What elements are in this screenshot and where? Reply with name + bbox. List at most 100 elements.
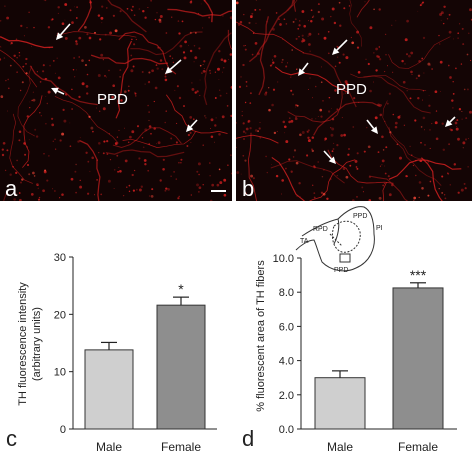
fiber-varicosity bbox=[0, 95, 4, 98]
fiber-varicosity bbox=[103, 140, 106, 143]
bar-chart-c: Male Female * 0 10 20 30 TH fluorescence inte… bbox=[6, 252, 217, 451]
fiber-varicosity bbox=[126, 186, 128, 188]
fiber-varicosity bbox=[196, 170, 199, 173]
fiber-varicosity bbox=[131, 38, 133, 41]
fiber-varicosity bbox=[100, 193, 103, 196]
fiber bbox=[287, 88, 343, 123]
fiber-varicosity bbox=[451, 99, 454, 102]
fiber-varicosity bbox=[308, 43, 311, 46]
fiber-varicosity bbox=[295, 106, 297, 108]
fiber-varicosity bbox=[284, 132, 286, 134]
fiber-varicosity bbox=[323, 36, 327, 40]
fiber-varicosity bbox=[51, 123, 55, 127]
fiber-varicosity bbox=[178, 96, 182, 100]
fiber-varicosity bbox=[223, 67, 225, 69]
fiber-varicosity bbox=[295, 104, 298, 107]
x-category-label: Male bbox=[327, 440, 353, 451]
y-tick-label: 0.0 bbox=[279, 424, 294, 436]
fiber-varicosity bbox=[331, 127, 335, 131]
fiber-varicosity bbox=[313, 196, 316, 199]
fiber-varicosity bbox=[9, 64, 12, 67]
fiber-varicosity bbox=[113, 188, 115, 189]
fiber-varicosity bbox=[23, 142, 26, 145]
fiber-varicosity bbox=[396, 143, 399, 146]
fiber-varicosity bbox=[40, 115, 42, 117]
fiber-varicosity bbox=[271, 103, 274, 107]
fiber-varicosity bbox=[375, 47, 378, 51]
fiber-varicosity bbox=[144, 163, 146, 165]
fiber-varicosity bbox=[289, 76, 292, 78]
fiber-varicosity bbox=[247, 121, 250, 123]
fiber-varicosity bbox=[34, 111, 36, 113]
fiber-varicosity bbox=[64, 36, 68, 40]
fiber-varicosity bbox=[249, 92, 252, 95]
fiber-varicosity bbox=[209, 175, 211, 177]
fiber-varicosity bbox=[250, 128, 252, 130]
fiber-varicosity bbox=[198, 13, 200, 15]
fiber-varicosity bbox=[39, 111, 41, 114]
fiber-varicosity bbox=[384, 172, 387, 175]
fiber-varicosity bbox=[223, 193, 227, 197]
fiber-varicosity bbox=[427, 194, 430, 197]
fiber-varicosity bbox=[387, 65, 388, 67]
fiber-varicosity bbox=[16, 71, 18, 73]
fiber-varicosity bbox=[338, 1, 341, 4]
x-category-label: Female bbox=[398, 440, 438, 451]
y-tick-label: 10 bbox=[54, 367, 66, 379]
fiber bbox=[388, 36, 451, 69]
fiber-varicosity bbox=[254, 129, 258, 132]
fiber-varicosity bbox=[419, 4, 422, 7]
fiber-varicosity bbox=[322, 100, 324, 102]
fiber-varicosity bbox=[418, 59, 421, 63]
fiber-varicosity bbox=[281, 58, 284, 61]
fiber-varicosity bbox=[309, 77, 311, 79]
fiber-varicosity bbox=[413, 199, 415, 201]
fiber-varicosity bbox=[227, 164, 229, 166]
arrow-marker bbox=[165, 59, 182, 74]
fiber-varicosity bbox=[311, 136, 315, 139]
fiber-varicosity bbox=[462, 147, 464, 149]
fiber-varicosity bbox=[343, 93, 344, 95]
fiber-varicosity bbox=[54, 148, 57, 150]
arrow-marker bbox=[56, 23, 71, 40]
fiber-varicosity bbox=[301, 10, 305, 13]
fiber-varicosity bbox=[448, 30, 452, 34]
fiber-varicosity bbox=[290, 170, 293, 173]
fiber bbox=[77, 0, 92, 32]
fiber-varicosity bbox=[415, 174, 417, 177]
y-tick-label: 4.0 bbox=[279, 356, 294, 368]
fiber-varicosity bbox=[148, 81, 150, 83]
fiber-varicosity bbox=[429, 147, 431, 149]
fiber-varicosity bbox=[310, 9, 313, 12]
fiber-varicosity bbox=[119, 169, 122, 173]
fiber-varicosity bbox=[194, 56, 198, 60]
fiber-varicosity bbox=[203, 68, 205, 70]
fiber-varicosity bbox=[421, 57, 424, 60]
fiber-varicosity bbox=[209, 199, 213, 201]
fiber-varicosity bbox=[157, 141, 161, 145]
fiber-varicosity bbox=[76, 69, 78, 71]
fiber bbox=[9, 113, 33, 184]
fiber-varicosity bbox=[296, 195, 298, 197]
fiber-varicosity bbox=[238, 85, 242, 88]
fiber-varicosity bbox=[223, 178, 227, 182]
fiber-varicosity bbox=[25, 72, 28, 75]
fiber-varicosity bbox=[441, 191, 444, 194]
fiber-varicosity bbox=[172, 61, 175, 64]
fiber-varicosity bbox=[356, 196, 358, 198]
fiber bbox=[420, 157, 443, 201]
fiber-varicosity bbox=[387, 175, 390, 178]
fiber-varicosity bbox=[264, 92, 268, 96]
fiber-varicosity bbox=[460, 63, 463, 65]
fiber-varicosity bbox=[327, 110, 331, 113]
chart-c-ylabel-line1: TH fluorescence intensity bbox=[17, 282, 29, 406]
fiber-varicosity bbox=[43, 153, 45, 155]
fiber-varicosity bbox=[148, 111, 150, 113]
fiber-varicosity bbox=[165, 187, 168, 190]
fiber-varicosity bbox=[20, 181, 22, 184]
fiber-varicosity bbox=[219, 181, 223, 185]
fiber-varicosity bbox=[114, 29, 118, 33]
fiber-varicosity bbox=[124, 159, 128, 163]
fiber-varicosity bbox=[230, 85, 232, 89]
fiber-varicosity bbox=[75, 40, 78, 43]
